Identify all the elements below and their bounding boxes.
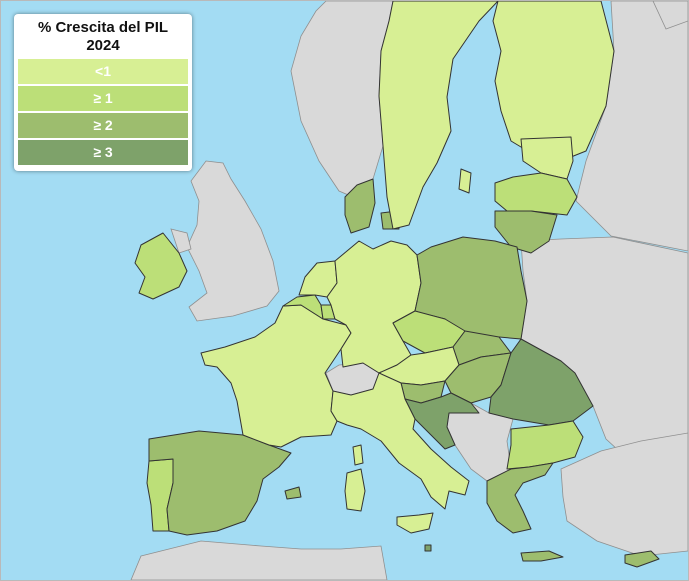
sicily[interactable]	[396, 512, 434, 534]
croatia[interactable]	[404, 392, 480, 450]
iceland-area	[652, 1, 688, 30]
non-eu-land	[130, 1, 688, 580]
germany[interactable]	[326, 240, 422, 374]
north-africa	[130, 540, 388, 580]
latvia[interactable]	[494, 172, 578, 216]
crete[interactable]	[520, 550, 564, 562]
romania[interactable]	[488, 338, 594, 426]
great-britain	[186, 160, 280, 322]
northern-ireland	[170, 228, 192, 254]
legend-item-ge1[interactable]: ≥ 1	[18, 86, 188, 111]
denmark[interactable]	[344, 178, 376, 234]
italy[interactable]	[330, 372, 470, 510]
legend-items: <1 ≥ 1 ≥ 2 ≥ 3	[18, 59, 188, 167]
bulgaria[interactable]	[506, 420, 584, 470]
gotland[interactable]	[458, 168, 472, 194]
legend-item-ge2[interactable]: ≥ 2	[18, 113, 188, 138]
lithuania[interactable]	[494, 210, 558, 254]
cyprus[interactable]	[624, 550, 660, 568]
legend: % Crescita del PIL 2024 <1 ≥ 1 ≥ 2 ≥ 3	[14, 14, 192, 171]
turkey	[560, 432, 688, 557]
legend-title-line1: % Crescita del PIL	[37, 19, 169, 36]
ireland[interactable]	[134, 232, 188, 300]
legend-item-ge3[interactable]: ≥ 3	[18, 140, 188, 165]
eu-countries	[134, 1, 660, 568]
sardinia[interactable]	[344, 468, 366, 512]
legend-title: % Crescita del PIL 2024	[14, 14, 192, 55]
sweden[interactable]	[378, 1, 499, 230]
legend-title-line2: 2024	[86, 37, 120, 54]
corsica[interactable]	[352, 444, 364, 466]
malta[interactable]	[424, 544, 432, 552]
legend-item-lt1[interactable]: <1	[18, 59, 188, 84]
balearic-islands[interactable]	[284, 486, 302, 500]
greece[interactable]	[486, 462, 554, 534]
